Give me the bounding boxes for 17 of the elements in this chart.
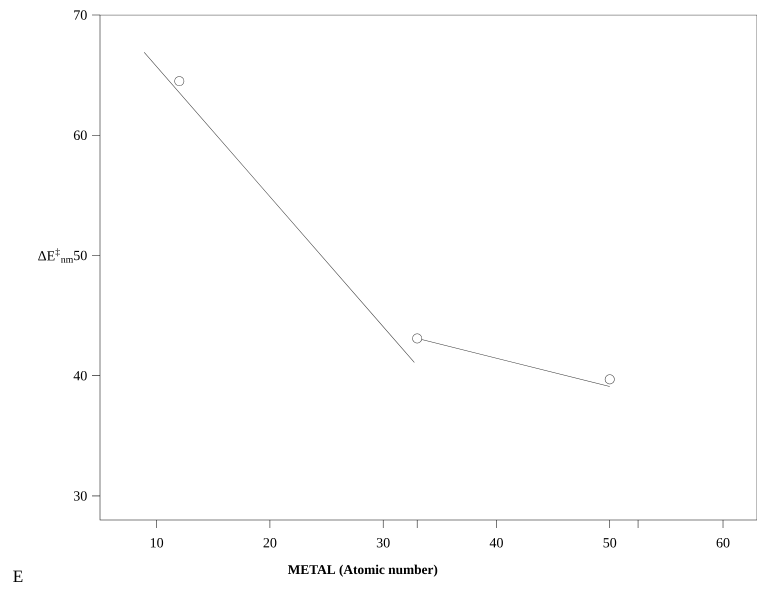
y-tick-label: 70	[74, 10, 87, 20]
x-tick-label: 40	[490, 538, 503, 548]
y-tick-label: 60	[74, 130, 87, 140]
y-tick-label: 50	[74, 250, 87, 260]
y-tick-label: 30	[74, 491, 87, 501]
point	[604, 374, 615, 384]
point	[174, 76, 184, 86]
point	[412, 333, 422, 344]
x-tick-label: 10	[150, 538, 164, 548]
y-tick-label: 40	[74, 370, 87, 380]
x-axis-title: METAL (Atomic number)	[288, 564, 438, 577]
x-tick-label: 60	[716, 538, 730, 548]
x-tick-label: 50	[604, 538, 616, 548]
x-tick-label: 20	[264, 538, 276, 548]
text: E	[13, 570, 22, 582]
y-axis-title: ΔE$^{‡}$nm	[38, 248, 74, 263]
x-tick-label: 30	[376, 538, 390, 548]
